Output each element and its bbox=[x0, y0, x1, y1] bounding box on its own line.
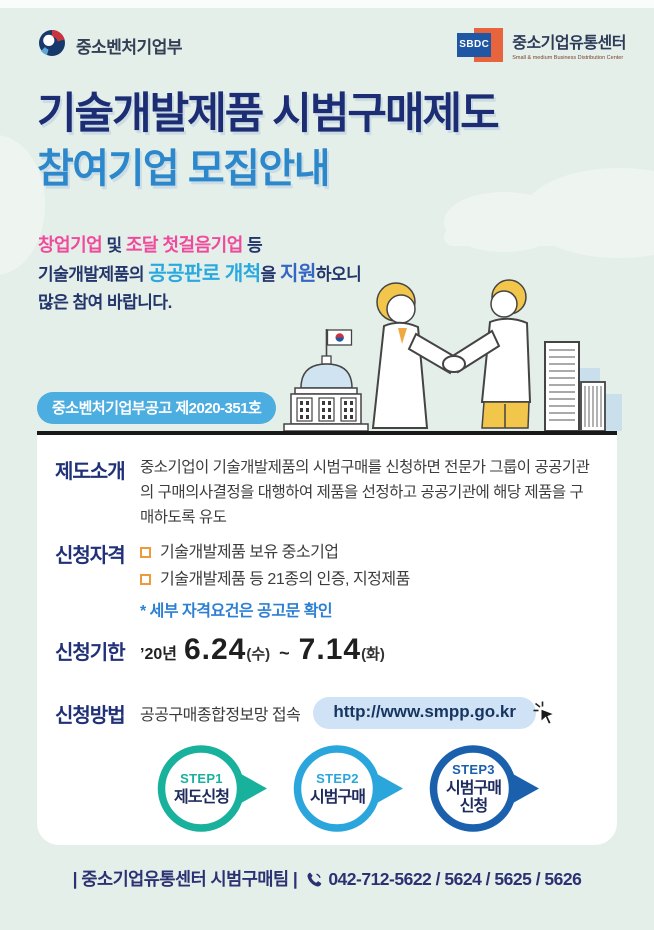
sbdc-name: 중소기업유통센터 bbox=[512, 35, 626, 52]
government-building-icon bbox=[283, 329, 369, 431]
footer-contact: | 중소기업유통센터 시범구매팀 | 042-712-5622 / 5624 / … bbox=[0, 866, 654, 893]
businessman-right-icon bbox=[442, 279, 532, 429]
section-deadline: 신청기한 ’20년 6.24 (수) ~ 7.14 (화) bbox=[37, 633, 617, 667]
section-qualification: 신청자격 기술개발제품 보유 중소기업 기술개발제품 등 21종의 인증, 지정… bbox=[37, 539, 617, 621]
sbdc-logo: SBDC 중소기업유통센터 Small & medium Business Di… bbox=[457, 28, 626, 62]
footer-phone: 042-712-5622 / 5624 / 5625 / 5626 bbox=[328, 869, 582, 889]
qualification-bullet: 기술개발제품 보유 중소기업 bbox=[140, 539, 591, 566]
step-2: STEP2 시범구매 bbox=[291, 741, 407, 836]
info-card: 제도소개 중소기업이 기술개발제품의 시범구매를 신청하면 전문가 그룹이 공공… bbox=[37, 431, 617, 845]
deadline-start-date: 6.24 bbox=[183, 633, 247, 666]
businessman-left-icon bbox=[371, 282, 459, 429]
sbdc-tagline: Small & medium Business Distribution Cen… bbox=[512, 55, 624, 61]
section-intro-body: 중소기업이 기술개발제품의 시범구매를 신청하면 전문가 그룹이 공공기관의 구… bbox=[140, 459, 590, 526]
deadline-tilde: ~ bbox=[279, 643, 290, 663]
section-intro-heading: 제도소개 bbox=[55, 461, 126, 483]
intro-paragraph: 창업기업 및 조달 첫걸음기업 등 기술개발제품의 공공판로 개척을 지원하오니… bbox=[38, 231, 362, 317]
section-deadline-heading: 신청기한 bbox=[55, 641, 126, 664]
handshake-illustration bbox=[283, 279, 622, 431]
page-title-line1: 기술개발제품 시범구매제도 bbox=[37, 90, 500, 138]
top-margin bbox=[0, 0, 654, 8]
square-bullet-icon bbox=[140, 574, 151, 585]
step-arrow-shape bbox=[157, 745, 267, 832]
qualification-note: * 세부 자격요건은 공고문 확인 bbox=[140, 603, 333, 620]
skyscrapers-icon bbox=[544, 341, 622, 431]
step-title: 제도신청 bbox=[174, 788, 230, 806]
section-qualification-heading: 신청자격 bbox=[55, 545, 126, 567]
step-3: STEP3 시범구매 신청 bbox=[427, 741, 543, 836]
page-title-line2: 참여기업 모집안내 bbox=[37, 147, 331, 192]
deadline-start-day: (수) bbox=[246, 646, 271, 663]
step-arrow-shape bbox=[429, 745, 539, 832]
notice-number-badge: 중소벤처기업부공고 제2020-351호 bbox=[37, 392, 277, 424]
step-label: STEP3 bbox=[452, 761, 495, 777]
step-arrow-shape bbox=[293, 745, 403, 832]
section-method-heading: 신청방법 bbox=[55, 704, 126, 727]
ministry-name: 중소벤처기업부 bbox=[76, 38, 182, 57]
intro-line2: 기술개발제품의 공공판로 개척을 지원하오니 bbox=[38, 263, 362, 285]
method-label: 공공구매종합정보망 접속 bbox=[140, 707, 301, 724]
ministry-logo: 중소벤처기업부 bbox=[37, 28, 182, 63]
ministry-emblem-icon bbox=[37, 28, 67, 63]
mouse-cursor-icon bbox=[532, 700, 558, 731]
footer-team: | 중소기업유통센터 시범구매팀 | bbox=[72, 869, 298, 889]
step-label: STEP2 bbox=[316, 770, 359, 786]
section-method: 신청방법 공공구매종합정보망 접속 http://www.smpp.go.kr bbox=[37, 697, 617, 729]
sbdc-mark-icon: SBDC bbox=[457, 28, 504, 62]
intro-line1: 창업기업 및 조달 첫걸음기업 등 bbox=[38, 235, 263, 255]
deadline-year: ’20년 bbox=[140, 646, 177, 663]
sbdc-acronym: SBDC bbox=[457, 33, 492, 57]
step-title: 시범구매 bbox=[310, 788, 366, 806]
deadline-end-day: (화) bbox=[361, 646, 385, 663]
step-1: STEP1 제도신청 bbox=[155, 741, 271, 836]
process-steps: STEP1 제도신청 STEP2 시범구매 bbox=[155, 741, 543, 836]
section-intro: 제도소개 중소기업이 기술개발제품의 시범구매를 신청하면 전문가 그룹이 공공… bbox=[37, 455, 617, 530]
intro-line3: 많은 참여 바랍니다. bbox=[38, 293, 172, 312]
step-label: STEP1 bbox=[180, 770, 223, 786]
hero: 기술개발제품 시범구매제도 참여기업 모집안내 bbox=[37, 90, 500, 193]
deadline-end-date: 7.14 bbox=[298, 633, 362, 666]
smpp-url-link[interactable]: http://www.smpp.go.kr bbox=[313, 697, 556, 729]
phone-icon bbox=[306, 871, 323, 893]
qualification-bullet: 기술개발제품 등 21종의 인증, 지정제품 bbox=[140, 566, 591, 593]
header: 중소벤처기업부 SBDC 중소기업유통센터 Small & medium Bus… bbox=[37, 28, 626, 63]
cloud-decoration bbox=[444, 228, 654, 246]
square-bullet-icon bbox=[140, 547, 151, 558]
step-title: 시범구매 신청 bbox=[446, 779, 502, 815]
